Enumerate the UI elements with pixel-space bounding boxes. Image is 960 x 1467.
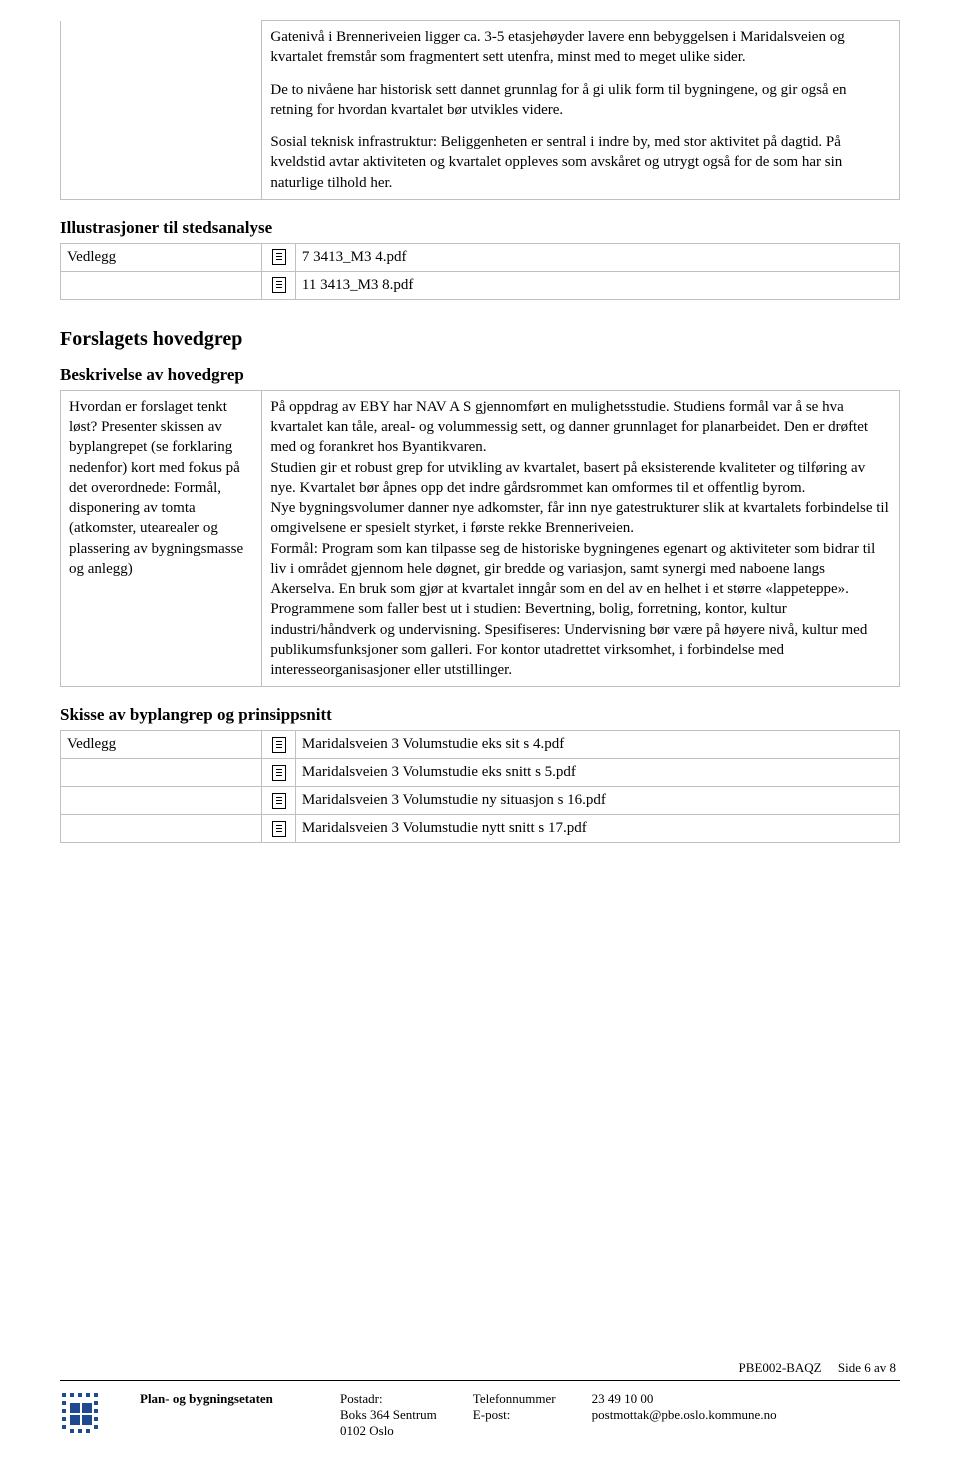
hovedgrep-table: Hvordan er forslaget tenkt løst? Present…: [60, 390, 900, 688]
skisse-file-0[interactable]: Maridalsveien 3 Volumstudie eks sit s 4.…: [295, 731, 899, 759]
footer-tlf-value: 23 49 10 00: [592, 1391, 777, 1407]
footer-org-name: Plan- og bygningsetaten: [140, 1389, 340, 1407]
document-icon: [272, 277, 286, 293]
illus-vedlegg-label: Vedlegg: [61, 243, 262, 271]
footer-postadr-col: Postadr: Boks 364 Sentrum 0102 Oslo: [340, 1391, 437, 1439]
footer-contact-label-col: Telefonnummer E-post:: [473, 1391, 556, 1439]
footer-epost-value: postmottak@pbe.oslo.kommune.no: [592, 1407, 777, 1423]
document-icon: [272, 821, 286, 837]
top-paragraph-3: Sosial teknisk infrastruktur: Beliggenhe…: [270, 132, 891, 193]
illus-file-icon-1-cell: [262, 271, 296, 299]
footer-epost-label: E-post:: [473, 1407, 556, 1423]
hovedgrep-big-heading: Forslagets hovedgrep: [60, 328, 900, 351]
footer-logo: [60, 1389, 140, 1447]
illus-file-icon-0-cell: [262, 243, 296, 271]
illus-file-1[interactable]: 11 3413_M3 8.pdf: [295, 271, 899, 299]
hovedgrep-left-label: Hvordan er forslaget tenkt løst? Present…: [61, 390, 262, 687]
top-paragraph-1: Gatenivå i Brenneriveien ligger ca. 3-5 …: [270, 27, 891, 68]
footer-postadr-label: Postadr:: [340, 1391, 437, 1407]
top-label-cell: [61, 21, 262, 200]
skisse-vedlegg-label: Vedlegg: [61, 731, 262, 759]
top-value-cell: Gatenivå i Brenneriveien ligger ca. 3-5 …: [262, 21, 900, 200]
footer-page-label: Side 6 av 8: [838, 1360, 896, 1375]
footer-tlf-label: Telefonnummer: [473, 1391, 556, 1407]
footer-contact-value-col: 23 49 10 00 postmottak@pbe.oslo.kommune.…: [592, 1391, 777, 1439]
skisse-file-2[interactable]: Maridalsveien 3 Volumstudie ny situasjon…: [295, 787, 899, 815]
top-paragraph-2: De to nivåene har historisk sett dannet …: [270, 80, 891, 121]
hovedgrep-sub-heading: Beskrivelse av hovedgrep: [60, 365, 900, 385]
footer-postadr-1: Boks 364 Sentrum: [340, 1407, 437, 1423]
document-icon: [272, 765, 286, 781]
footer-postadr-2: 0102 Oslo: [340, 1423, 437, 1439]
document-icon: [272, 793, 286, 809]
footer-page-line: PBE002-BAQZ Side 6 av 8: [60, 1360, 900, 1376]
skisse-file-1[interactable]: Maridalsveien 3 Volumstudie eks snitt s …: [295, 759, 899, 787]
skisse-file-3[interactable]: Maridalsveien 3 Volumstudie nytt snitt s…: [295, 815, 899, 843]
illustrations-attachments-table: Vedlegg 7 3413_M3 4.pdf 11 3413_M3 8.pdf: [60, 243, 900, 300]
top-context-table: Gatenivå i Brenneriveien ligger ca. 3-5 …: [60, 20, 900, 200]
document-icon: [272, 249, 286, 265]
page-footer: PBE002-BAQZ Side 6 av 8 Plan- og bygning…: [0, 1360, 960, 1467]
illustrations-heading: Illustrasjoner til stedsanalyse: [60, 218, 900, 238]
skisse-heading: Skisse av byplangrep og prinsippsnitt: [60, 705, 900, 725]
footer-divider: [60, 1380, 900, 1381]
footer-code: PBE002-BAQZ: [739, 1360, 822, 1375]
skisse-attachments-table: Vedlegg Maridalsveien 3 Volumstudie eks …: [60, 730, 900, 843]
illus-empty-label: [61, 271, 262, 299]
illus-file-0[interactable]: 7 3413_M3 4.pdf: [295, 243, 899, 271]
oslo-logo-icon: [60, 1391, 112, 1443]
hovedgrep-right-text: På oppdrag av EBY har NAV A S gjennomfør…: [262, 390, 900, 687]
document-icon: [272, 737, 286, 753]
